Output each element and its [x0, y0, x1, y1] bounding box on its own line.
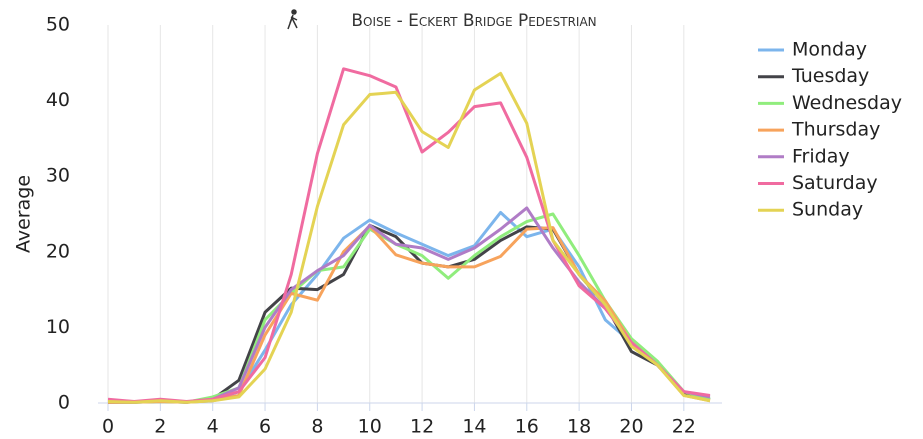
- series-line: [107, 67, 711, 403]
- series-line: [107, 71, 711, 404]
- x-tick-label: 2: [154, 416, 166, 438]
- chart-title: Boise - Eckert Bridge Pedestrian: [351, 11, 596, 31]
- legend-label: Saturday: [792, 172, 878, 194]
- x-tick-label: 14: [462, 416, 486, 438]
- y-axis-label: Average: [13, 175, 35, 253]
- legend-label: Monday: [792, 39, 867, 61]
- y-tick-label: 0: [58, 392, 70, 414]
- y-tick-label: 20: [46, 240, 70, 262]
- series-line: [107, 210, 711, 404]
- x-tick-label: 16: [515, 416, 539, 438]
- x-tick-label: 0: [102, 416, 114, 438]
- legend-label: Tuesday: [791, 65, 869, 87]
- x-tick-label: 18: [567, 416, 591, 438]
- y-tick-label: 40: [46, 89, 70, 111]
- y-tick-label: 10: [46, 316, 70, 338]
- x-tick-label: 6: [259, 416, 271, 438]
- x-tick-label: 8: [311, 416, 323, 438]
- x-tick-label: 10: [358, 416, 382, 438]
- legend-label: Wednesday: [792, 92, 902, 114]
- series-line: [107, 212, 711, 404]
- series-line: [108, 224, 711, 404]
- series-line: [108, 223, 711, 404]
- x-tick-label: 22: [672, 416, 696, 438]
- legend-label: Sunday: [792, 199, 863, 221]
- x-tick-label: 12: [410, 416, 434, 438]
- title-icon: [287, 9, 298, 30]
- legend-label: Thursday: [791, 119, 880, 141]
- x-tick-label: 20: [619, 416, 643, 438]
- legend-label: Friday: [792, 145, 850, 167]
- x-tick-label: 4: [207, 416, 219, 438]
- y-tick-label: 50: [46, 14, 70, 36]
- y-tick-label: 30: [46, 165, 70, 187]
